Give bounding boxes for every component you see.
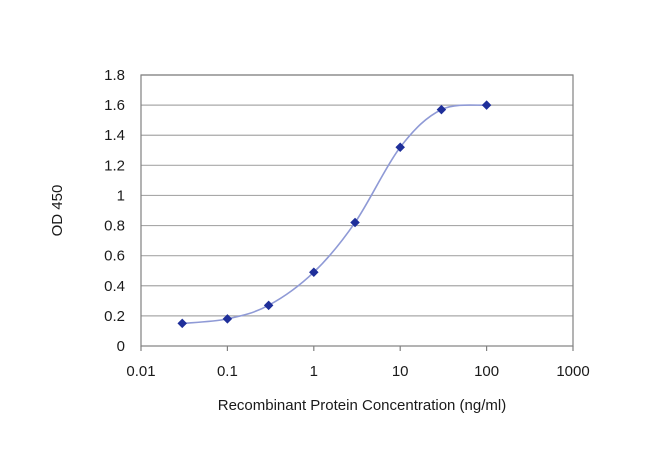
y-tick-label: 1.6 — [104, 97, 125, 114]
y-tick-labels: 0 0.2 0.4 0.6 0.8 1 1.2 1.4 1.6 1.8 — [104, 67, 125, 355]
x-tick-label: 100 — [474, 363, 499, 380]
x-tick-label: 1 — [310, 363, 318, 380]
data-point — [263, 300, 274, 311]
axes — [140, 74, 574, 351]
y-tick-label: 0.4 — [104, 278, 125, 295]
y-axis-title: OD 450 — [49, 185, 66, 237]
y-tick-label: 0.2 — [104, 308, 125, 325]
data-points — [177, 100, 492, 329]
data-point — [309, 267, 319, 277]
y-tick-label: 1.2 — [104, 157, 125, 174]
y-tick-label: 0 — [117, 338, 125, 355]
x-tick-label: 0.1 — [217, 363, 238, 380]
data-point — [222, 314, 233, 324]
y-tick-label: 1.4 — [104, 127, 125, 144]
y-tick-label: 1 — [117, 187, 125, 204]
x-tick-label: 1000 — [556, 363, 589, 380]
x-axis-title: Recombinant Protein Concentration (ng/ml… — [218, 397, 506, 414]
data-point — [481, 100, 492, 110]
data-point — [350, 217, 360, 228]
x-tick-label: 0.01 — [126, 363, 155, 380]
x-tick-label: 10 — [392, 363, 409, 380]
plot-frame — [140, 74, 574, 347]
y-tick-label: 0.8 — [104, 218, 125, 235]
y-tick-label: 1.8 — [104, 67, 125, 84]
y-tick-label: 0.6 — [104, 248, 125, 265]
x-tick-labels: 0.01 0.1 1 10 100 1000 — [126, 363, 589, 380]
data-point — [436, 104, 447, 115]
fit-curve — [182, 104, 487, 325]
data-point — [177, 318, 187, 329]
gridlines — [141, 74, 573, 317]
data-point — [395, 142, 405, 153]
